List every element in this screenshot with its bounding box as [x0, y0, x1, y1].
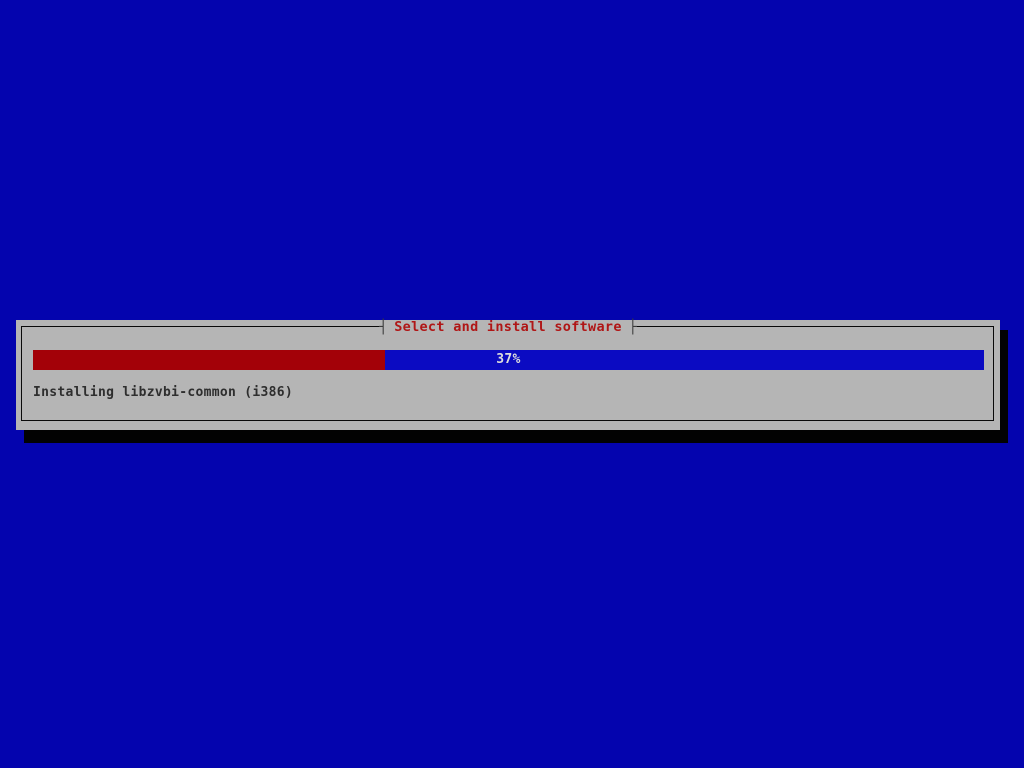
progress-percent-label: 37%: [496, 352, 521, 367]
title-tick-right-icon: ├: [628, 319, 637, 335]
dialog-title: Select and install software: [387, 320, 629, 335]
status-text: Installing libzvbi-common (i386): [33, 385, 294, 400]
dialog-title-row: ┤ Select and install software ├: [16, 320, 1000, 335]
dialog-border: [21, 326, 994, 421]
install-progress-dialog: ┤ Select and install software ├ 37% Instal…: [16, 320, 1000, 430]
progress-fill: [33, 350, 385, 370]
title-tick-left-icon: ┤: [379, 319, 388, 335]
progress-bar: 37%: [33, 350, 984, 370]
